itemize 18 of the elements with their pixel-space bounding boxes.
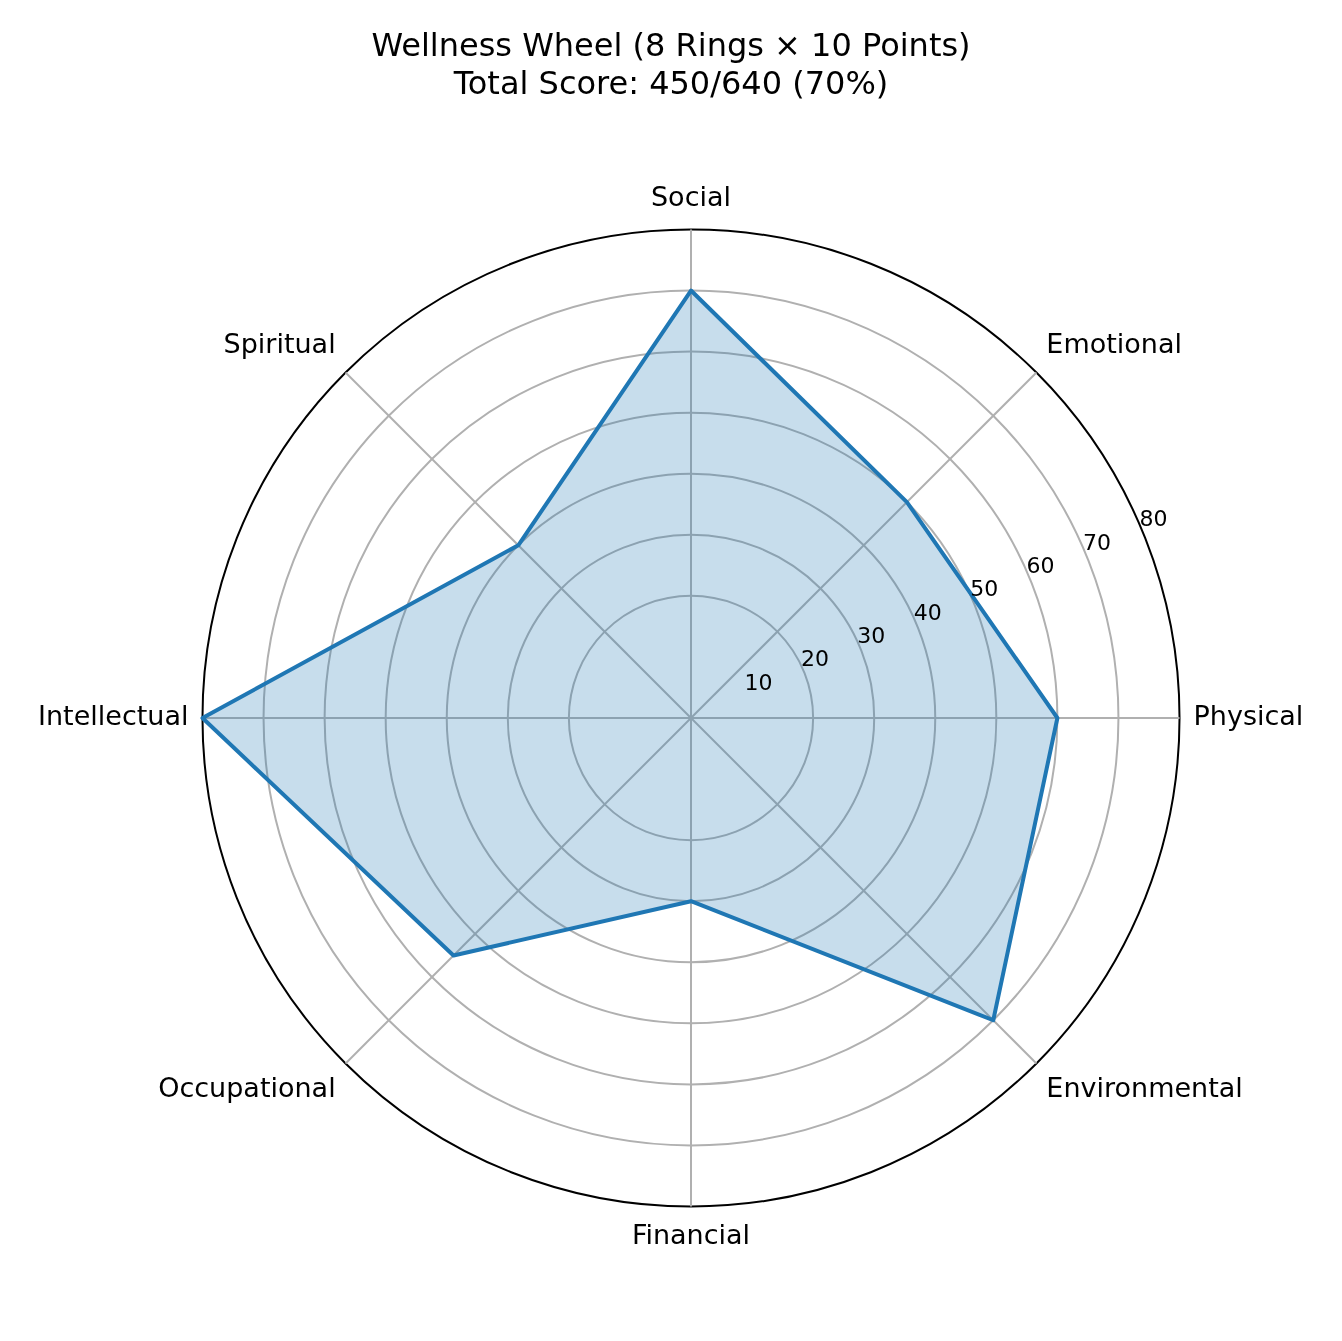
chart-subtitle: Total Score: 450/640 (70%) [452, 63, 889, 102]
y-tick-label: 70 [1083, 529, 1112, 555]
y-tick-label: 40 [913, 599, 942, 625]
spoke-label: Social [650, 181, 732, 213]
spoke-label: Physical [1193, 700, 1304, 732]
y-tick-label: 20 [800, 646, 829, 672]
spoke-label: Emotional [1046, 328, 1182, 360]
y-tick-label: 80 [1139, 506, 1168, 532]
spoke-label: Environmental [1046, 1071, 1243, 1103]
spoke-label: Financial [631, 1218, 751, 1250]
spoke-label: Occupational [158, 1071, 336, 1103]
y-tick-label: 50 [970, 576, 999, 602]
y-tick-label: 60 [1026, 552, 1055, 578]
y-tick-label: 10 [744, 669, 773, 695]
y-tick-label: 30 [857, 623, 886, 649]
spoke-label: Spiritual [223, 328, 336, 360]
spoke-label: Intellectual [37, 700, 189, 732]
chart-title: Wellness Wheel (8 Rings × 10 Points) [371, 25, 971, 64]
